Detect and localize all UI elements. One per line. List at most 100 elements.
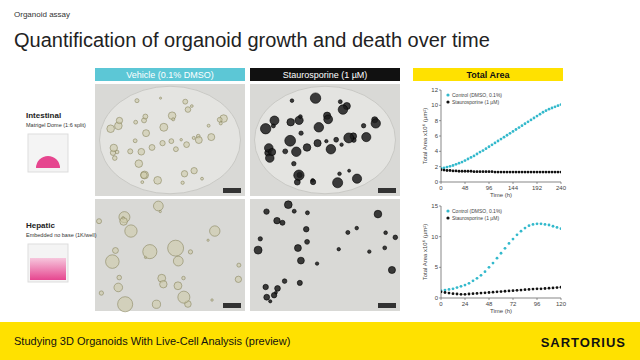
x-tick <box>489 182 490 184</box>
point <box>524 288 527 291</box>
y-tick-label: 10 <box>431 102 438 108</box>
point <box>468 293 471 296</box>
organoid <box>383 246 387 250</box>
organoid <box>182 276 185 279</box>
x-tick-label: 48 <box>462 185 469 191</box>
point <box>508 242 511 245</box>
scale-bar <box>378 188 396 193</box>
organoid <box>138 148 145 155</box>
y-tick-label: 2 <box>435 164 439 170</box>
organoid <box>314 140 321 147</box>
point <box>444 289 447 292</box>
organoid <box>348 169 351 172</box>
organoid <box>355 226 359 230</box>
y-tick <box>439 166 441 167</box>
organoid <box>153 201 163 211</box>
organoid <box>208 134 215 141</box>
point <box>492 262 495 265</box>
point <box>518 126 521 129</box>
x-tick <box>537 182 538 184</box>
organoid <box>141 171 149 179</box>
scale-bar <box>223 303 241 308</box>
point <box>480 292 483 295</box>
row-name: Hepatic <box>26 221 55 230</box>
point <box>545 109 548 112</box>
organoid <box>368 250 371 253</box>
organoid <box>178 291 190 303</box>
point <box>544 223 547 226</box>
organoid <box>269 148 276 155</box>
well-icon <box>28 244 68 282</box>
organoid <box>338 172 342 176</box>
organoid <box>210 226 220 236</box>
organoid <box>211 299 213 301</box>
organoid <box>263 284 268 289</box>
y-tick-label: 12 <box>431 87 438 93</box>
organoid <box>181 181 184 184</box>
organoid <box>303 226 308 231</box>
point <box>491 170 494 173</box>
organoid <box>237 263 241 267</box>
point <box>448 288 451 291</box>
organoid <box>290 99 294 103</box>
y-tick-label: 10 <box>431 234 438 240</box>
x-axis <box>441 182 561 183</box>
organoid <box>344 133 354 143</box>
point <box>521 124 524 127</box>
organoid <box>285 135 296 146</box>
organoid <box>371 119 380 128</box>
header-box <box>250 68 400 81</box>
x-tick-label: 240 <box>556 185 567 191</box>
organoid <box>99 291 103 295</box>
footer-band <box>0 322 640 360</box>
point <box>464 293 467 296</box>
point <box>532 223 535 226</box>
micrograph <box>95 84 245 196</box>
organoid <box>282 279 287 284</box>
chart: 02468101204896144192240Time (h)Total Are… <box>422 87 567 198</box>
y-tick <box>439 206 441 207</box>
point <box>557 171 560 174</box>
legend-marker <box>446 216 449 219</box>
y-tick <box>439 90 441 91</box>
point <box>540 222 543 225</box>
point <box>503 136 506 139</box>
row-detail: Embedded no base (1K/well) <box>26 232 97 238</box>
point <box>554 105 557 108</box>
organoid <box>258 237 262 241</box>
organoid <box>269 300 272 303</box>
x-tick <box>489 298 490 300</box>
organoid <box>235 276 241 282</box>
x-tick <box>513 298 514 300</box>
organoid <box>315 262 318 265</box>
x-tick <box>537 298 538 300</box>
organoid <box>190 105 193 108</box>
point <box>452 164 455 167</box>
organoid <box>113 248 119 254</box>
point <box>500 252 503 255</box>
x-axis-label: Time (h) <box>490 308 512 314</box>
point <box>551 171 554 174</box>
organoid <box>183 99 188 104</box>
x-axis-label: Time (h) <box>490 192 512 198</box>
organoid <box>305 239 310 244</box>
point <box>509 171 512 174</box>
scale-bar <box>223 188 241 193</box>
row-detail: Matrigel Dome (1:6 split) <box>26 122 86 128</box>
micrograph <box>95 199 245 312</box>
point <box>500 171 503 174</box>
x-tick-label: 0 <box>439 301 443 307</box>
organoid <box>174 282 182 290</box>
point <box>464 159 467 162</box>
point <box>458 170 461 173</box>
point <box>556 226 559 229</box>
point <box>488 145 491 148</box>
x-tick-label: 48 <box>486 301 493 307</box>
point <box>516 233 519 236</box>
organoid <box>168 240 184 256</box>
gel-icon <box>30 258 66 280</box>
organoid <box>294 245 301 252</box>
organoid <box>303 144 311 152</box>
point <box>468 282 471 285</box>
point <box>516 289 519 292</box>
